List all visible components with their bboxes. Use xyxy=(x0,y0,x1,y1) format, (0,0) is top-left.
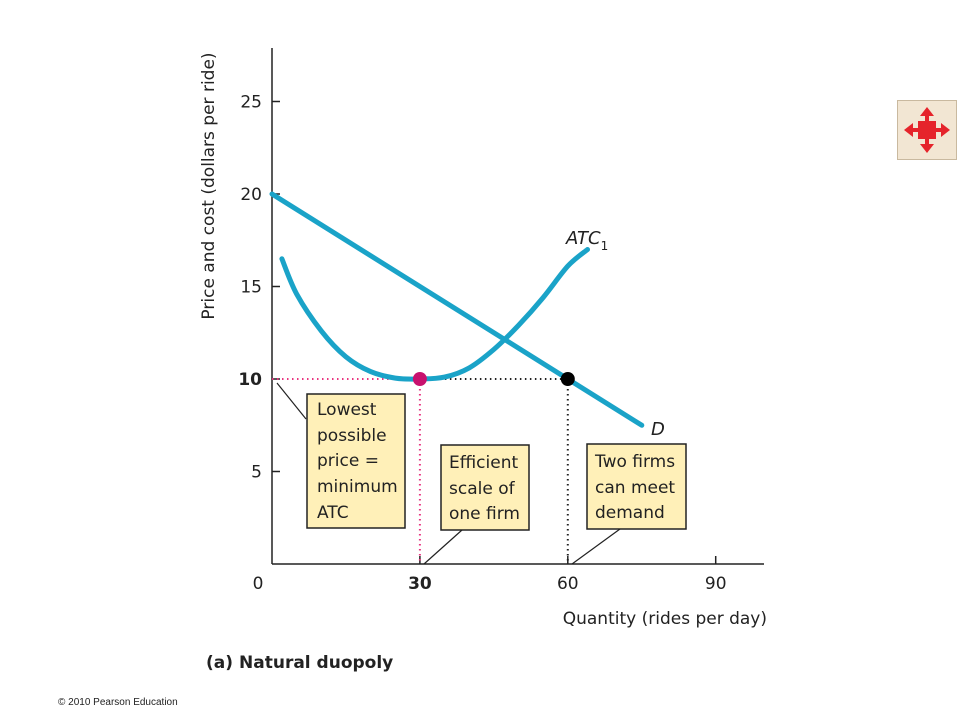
annotation-line: Lowest xyxy=(317,400,377,420)
x-tick-label: 0 xyxy=(253,574,264,594)
fullscreen-button[interactable] xyxy=(897,100,957,160)
ticks: 5 10 15 20 25 0 30 60 90 xyxy=(238,93,726,595)
label-atc-main: ATC xyxy=(565,228,601,249)
annotation-line: possible xyxy=(317,426,387,446)
annotation-line: ATC xyxy=(317,503,349,523)
label-d: D xyxy=(651,419,665,440)
copyright: © 2010 Pearson Education xyxy=(58,697,178,708)
chart-caption: (a) Natural duopoly xyxy=(206,653,393,673)
y-tick-label: 25 xyxy=(240,93,262,113)
series-demand-line xyxy=(269,191,645,428)
caption-text: Natural duopoly xyxy=(239,653,393,673)
leader-efficient-scale xyxy=(423,529,463,565)
fullscreen-arrows-icon xyxy=(904,107,950,153)
x-tick-label: 30 xyxy=(408,574,432,594)
y-axis-title: Price and cost (dollars per ride) xyxy=(199,52,219,319)
x-tick-label: 60 xyxy=(557,574,579,594)
leader-two-firms xyxy=(571,528,621,565)
annotation-line: one firm xyxy=(449,504,520,524)
point-demand-at-60 xyxy=(560,372,575,386)
annotation-line: Two firms xyxy=(594,452,675,472)
y-tick-label: 20 xyxy=(240,185,262,205)
series-atc-curve xyxy=(279,247,590,382)
y-tick-label: 10 xyxy=(238,370,262,390)
annotation-line: Efficient xyxy=(449,453,518,473)
annotation-efficient-scale: Efficient scale of one firm xyxy=(440,444,530,531)
x-tick-label: 90 xyxy=(705,574,727,594)
annotation-line: can meet xyxy=(595,478,675,498)
y-tick-label: 15 xyxy=(240,278,262,298)
point-min-atc xyxy=(412,372,427,386)
annotation-lowest-price: Lowest possible price = minimum ATC xyxy=(306,393,406,529)
x-axis-title: Quantity (rides per day) xyxy=(563,609,767,629)
annotation-line: demand xyxy=(595,503,665,523)
label-atc: ATC1 xyxy=(565,228,608,253)
y-tick-label: 5 xyxy=(251,463,262,483)
annotation-two-firms: Two firms can meet demand xyxy=(586,443,687,530)
annotation-line: scale of xyxy=(449,479,516,499)
caption-prefix: (a) xyxy=(206,653,233,673)
leader-lowest-price xyxy=(276,382,307,420)
annotation-line: price = xyxy=(317,451,379,471)
label-atc-sub: 1 xyxy=(601,239,609,253)
annotation-line: minimum xyxy=(317,477,398,497)
